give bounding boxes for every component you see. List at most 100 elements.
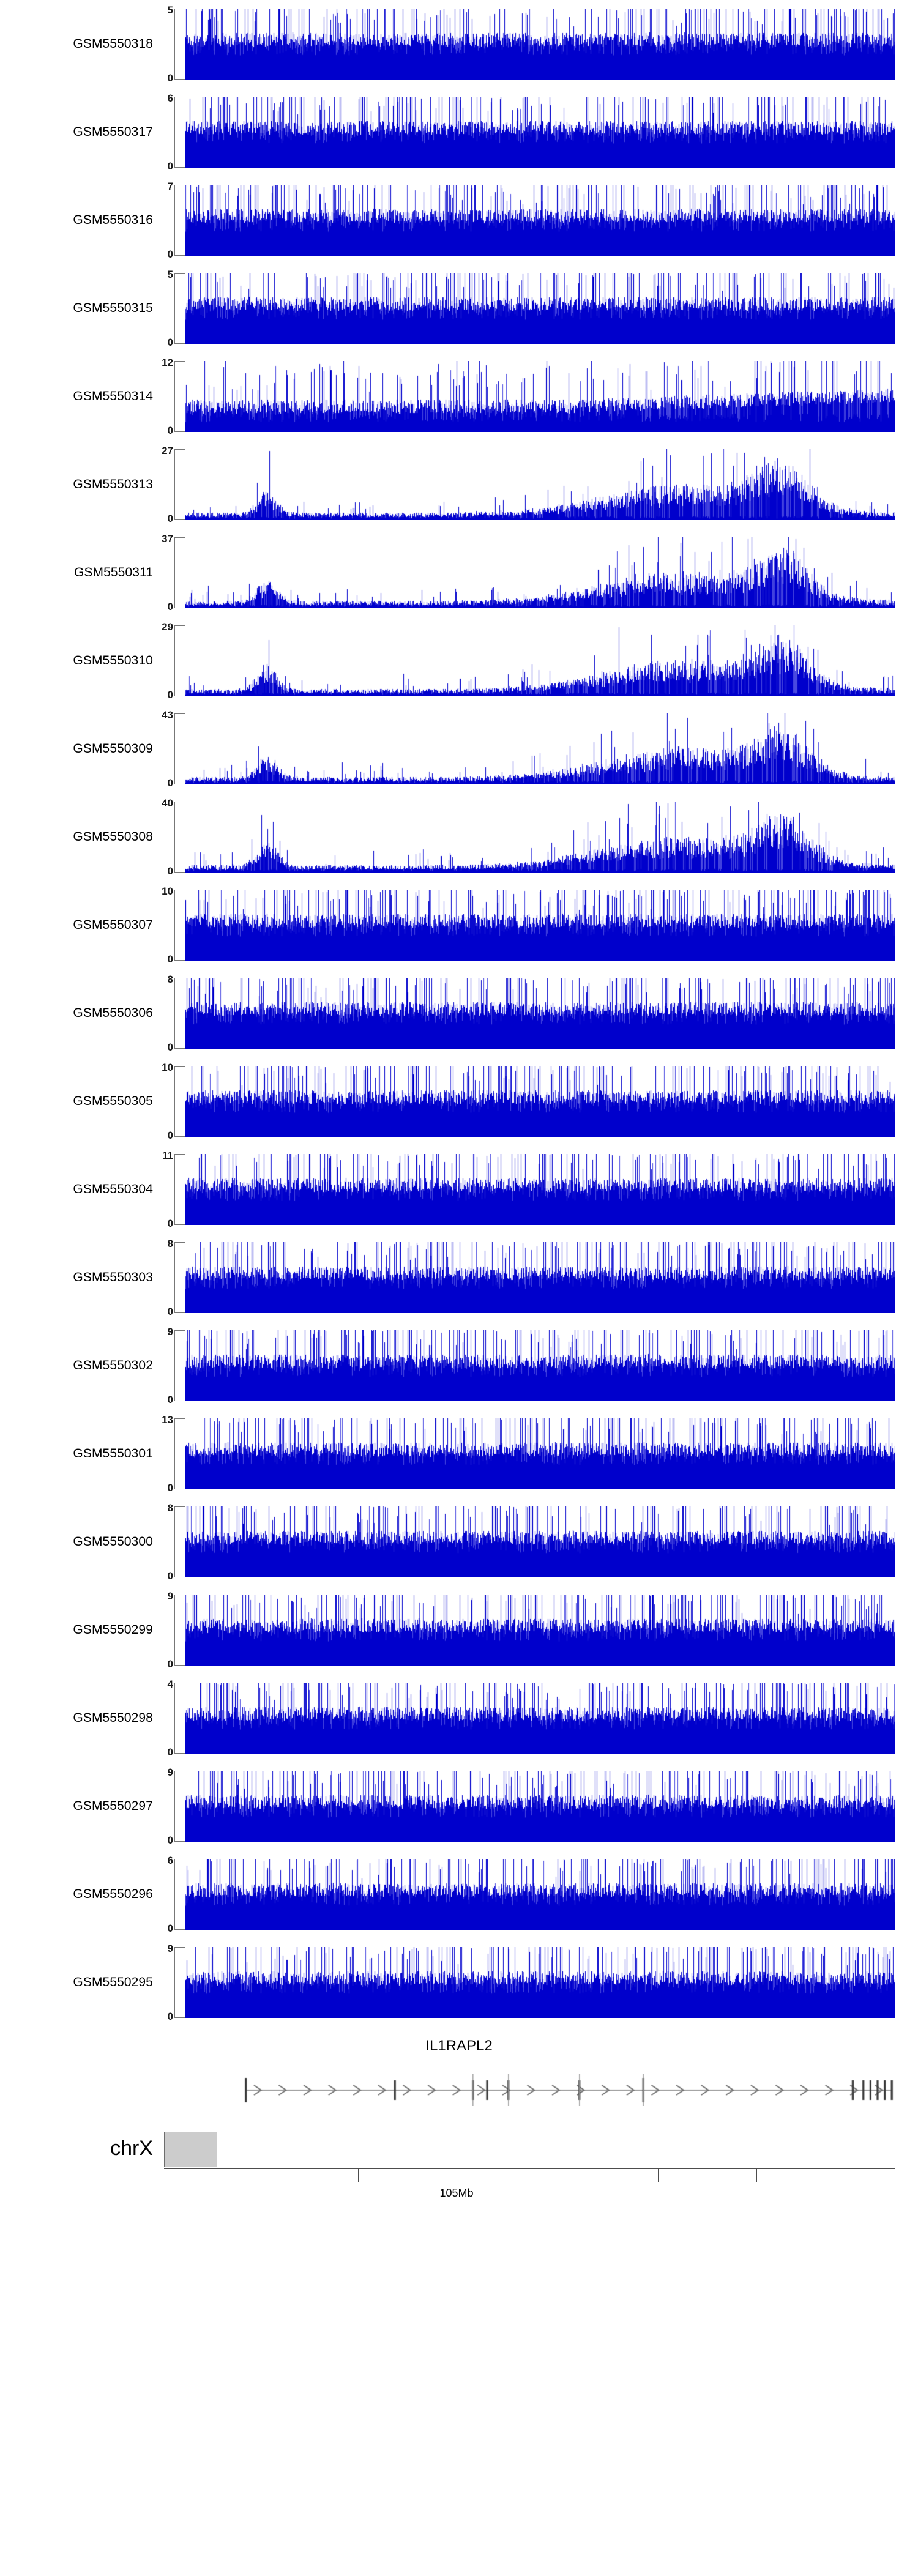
coverage-plot-area <box>185 185 895 256</box>
axis-min-label: 0 <box>167 248 173 260</box>
track-sample-label: GSM5550302 <box>73 1358 153 1372</box>
axis-min-label: 0 <box>167 953 173 965</box>
axis-bracket <box>174 1066 185 1137</box>
axis-min-label: 0 <box>167 160 173 172</box>
track-y-axis: 10 0 <box>156 886 185 965</box>
coverage-plot-area <box>185 713 895 784</box>
axis-max-label: 9 <box>167 1590 173 1602</box>
chromosome-label: chrX <box>110 2137 153 2160</box>
track-sample-label: GSM5550314 <box>73 389 153 403</box>
ruler-tick-label: 105Mb <box>439 2187 474 2199</box>
track-sample-label: GSM5550300 <box>73 1535 153 1549</box>
track-sample-label: GSM5550305 <box>73 1094 153 1108</box>
axis-max-label: 8 <box>167 1238 173 1249</box>
axis-min-label: 0 <box>167 689 173 701</box>
axis-bracket <box>174 1242 185 1313</box>
track-y-axis: 27 0 <box>156 445 185 524</box>
coverage-plot-area <box>185 97 895 168</box>
axis-min-label: 0 <box>167 1658 173 1670</box>
axis-bracket <box>174 185 185 256</box>
axis-max-label: 8 <box>167 973 173 985</box>
axis-bracket <box>174 713 185 784</box>
track-sample-label: GSM5550315 <box>73 301 153 315</box>
coverage-track: GSM5550308 40 0 <box>0 793 918 881</box>
genomic-coordinate-ruler: 105Mb <box>164 2168 895 2205</box>
coverage-plot-area <box>185 273 895 344</box>
axis-min-label: 0 <box>167 777 173 789</box>
axis-max-label: 13 <box>162 1414 173 1426</box>
coverage-track: GSM5550301 13 0 <box>0 1410 918 1498</box>
gene-model-body[interactable] <box>185 2074 895 2106</box>
axis-min-label: 0 <box>167 1482 173 1494</box>
track-y-axis: 12 0 <box>156 357 185 436</box>
axis-max-label: 37 <box>162 533 173 545</box>
ruler-baseline <box>164 2168 895 2169</box>
axis-bracket <box>174 802 185 873</box>
coverage-histogram <box>185 449 895 520</box>
coverage-histogram <box>185 1418 895 1489</box>
track-sample-label: GSM5550309 <box>73 742 153 756</box>
coverage-plot-area <box>185 1683 895 1754</box>
axis-max-label: 4 <box>167 1678 173 1690</box>
axis-max-label: 6 <box>167 92 173 104</box>
axis-min-label: 0 <box>167 1746 173 1758</box>
coverage-track: GSM5550299 9 0 <box>0 1586 918 1674</box>
axis-min-label: 0 <box>167 337 173 348</box>
track-sample-label: GSM5550308 <box>73 830 153 844</box>
axis-bracket <box>174 1418 185 1489</box>
coverage-track: GSM5550306 8 0 <box>0 969 918 1057</box>
coverage-histogram <box>185 802 895 873</box>
track-sample-label: GSM5550318 <box>73 37 153 51</box>
axis-min-label: 0 <box>167 425 173 436</box>
axis-min-label: 0 <box>167 1570 173 1582</box>
coverage-track: GSM5550303 8 0 <box>0 1234 918 1322</box>
coverage-histogram <box>185 1154 895 1225</box>
axis-max-label: 27 <box>162 445 173 456</box>
track-sample-label: GSM5550316 <box>73 213 153 227</box>
axis-bracket <box>174 361 185 432</box>
coverage-plot-area <box>185 1947 895 2018</box>
track-sample-label: GSM5550311 <box>73 565 153 579</box>
track-y-axis: 10 0 <box>156 1062 185 1141</box>
coverage-histogram <box>185 9 895 80</box>
coverage-track: GSM5550295 9 0 <box>0 1938 918 2027</box>
coverage-histogram <box>185 890 895 961</box>
axis-max-label: 40 <box>162 797 173 809</box>
axis-bracket <box>174 1154 185 1225</box>
axis-min-label: 0 <box>167 865 173 877</box>
ideogram-bar[interactable] <box>164 2132 895 2167</box>
axis-max-label: 9 <box>167 1943 173 1954</box>
coverage-plot-area <box>185 449 895 520</box>
chromosome-ideogram-track: chrX 105Mb <box>0 2118 918 2222</box>
track-y-axis: 37 0 <box>156 533 185 612</box>
axis-max-label: 43 <box>162 709 173 721</box>
axis-max-label: 11 <box>162 1150 173 1161</box>
axis-max-label: 5 <box>167 4 173 16</box>
axis-max-label: 9 <box>167 1766 173 1778</box>
gene-name-label: IL1RAPL2 <box>425 2038 493 2054</box>
coverage-plot-area <box>185 978 895 1049</box>
coverage-plot-area <box>185 9 895 80</box>
axis-min-label: 0 <box>167 1834 173 1846</box>
coverage-plot-area <box>185 1154 895 1225</box>
axis-bracket <box>174 625 185 696</box>
coverage-track: GSM5550314 12 0 <box>0 352 918 441</box>
axis-min-label: 0 <box>167 1923 173 1934</box>
coverage-tracks-container: GSM5550318 5 0 GSM5550317 6 0 GSM5550316 7 0 GSM5… <box>0 5 918 2027</box>
coverage-track: GSM5550302 9 0 <box>0 1322 918 1410</box>
axis-min-label: 0 <box>167 1130 173 1141</box>
axis-bracket <box>174 537 185 608</box>
coverage-plot-area <box>185 1066 895 1137</box>
axis-max-label: 7 <box>167 181 173 192</box>
axis-min-label: 0 <box>167 601 173 612</box>
coverage-plot-area <box>185 625 895 696</box>
coverage-track: GSM5550298 4 0 <box>0 1674 918 1762</box>
coverage-plot-area <box>185 890 895 961</box>
